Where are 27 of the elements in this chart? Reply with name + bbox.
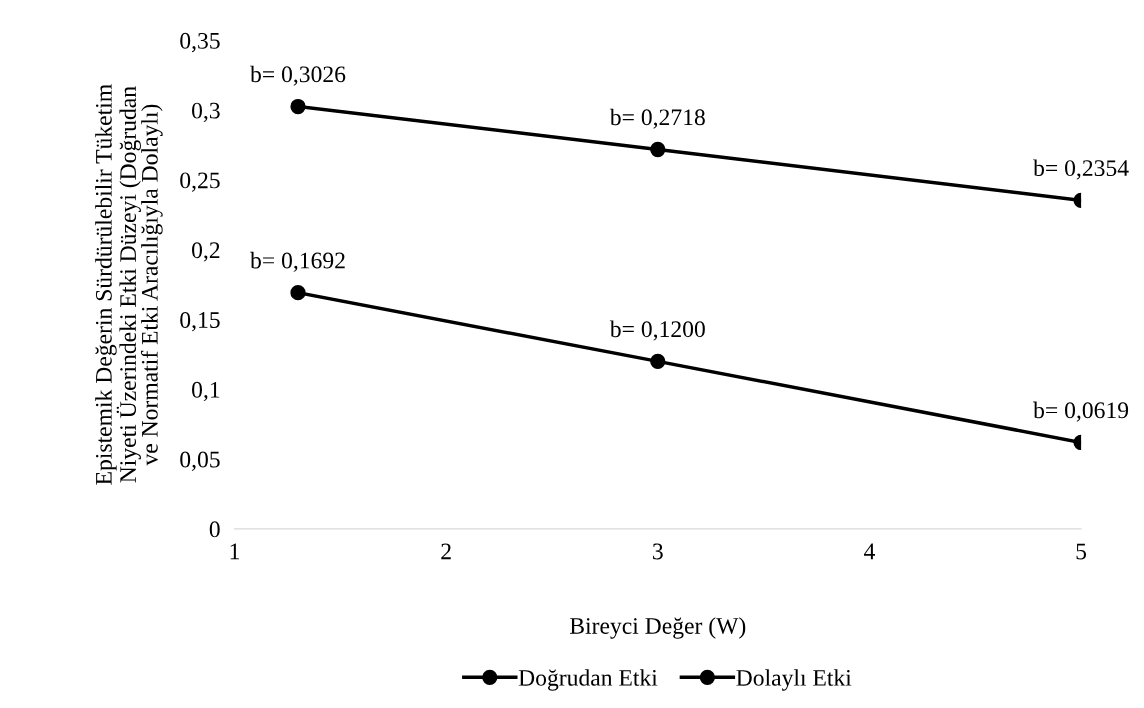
x-tick-label: 3: [653, 543, 663, 560]
x-tick-label: 5: [1076, 543, 1087, 560]
data-label: b= 0,3026: [250, 65, 346, 86]
x-tick-label: 1: [230, 543, 240, 560]
x-tick-label: 4: [864, 543, 875, 560]
point: [650, 141, 666, 158]
point: [290, 98, 306, 115]
x-axis-title: Bireyci Değer (W): [569, 617, 746, 639]
y-tick-label: 0,3: [192, 102, 220, 122]
y-tick-label: 0,05: [180, 451, 220, 471]
y-tick-label: 0,35: [180, 32, 220, 53]
y-tick-label: 0,1: [192, 381, 220, 402]
data-label: b= 0,1692: [250, 251, 345, 272]
data-label: b= 0,1200: [609, 320, 705, 341]
legend-label: Doğrudan Etki: [518, 669, 658, 691]
data-label: b= 0,2718: [609, 108, 705, 129]
data-label: b= 0,2354: [1033, 159, 1129, 180]
data-label: b= 0,0619: [1033, 401, 1129, 422]
y-tick-label: 0: [209, 521, 220, 538]
point: [290, 285, 306, 301]
y-tick-label: 0,15: [180, 312, 220, 332]
point: [650, 353, 666, 370]
y-tick-label: 0,2: [192, 242, 220, 262]
y-tick-label: 0,25: [180, 172, 220, 192]
y-axis-title: Epistemik Değerin Sürdürülebilir Tüketim Niyeti Üzerindeki Etki Düzeyi (Doğrudan ve Normatif Etki Aracılığıyla Dolaylı): [95, 84, 163, 485]
legend-label: Dolaylı Etki: [736, 669, 852, 691]
x-tick-label: 2: [441, 543, 451, 560]
